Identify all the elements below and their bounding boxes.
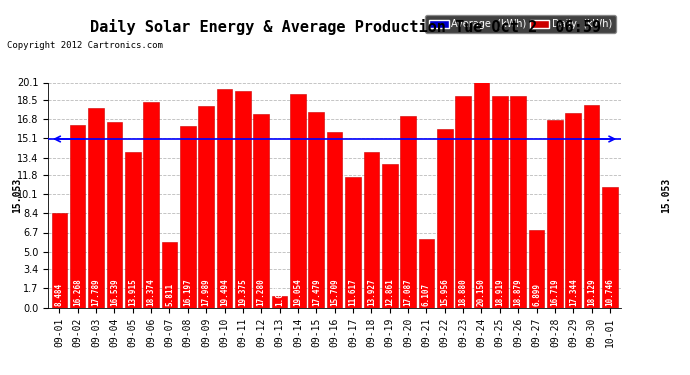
Bar [161, 243, 177, 308]
Text: 17.479: 17.479 [312, 279, 321, 306]
Bar [235, 91, 250, 308]
Bar [364, 152, 380, 308]
Bar [529, 230, 544, 308]
Text: 15.709: 15.709 [330, 279, 339, 306]
Bar [455, 96, 471, 308]
Text: 6.107: 6.107 [422, 283, 431, 306]
Bar [253, 114, 269, 308]
Text: 1.013: 1.013 [275, 283, 284, 306]
Bar [345, 177, 361, 308]
Text: 20.150: 20.150 [477, 279, 486, 306]
Text: 15.053: 15.053 [661, 177, 671, 213]
Bar [180, 126, 195, 308]
Bar [584, 105, 600, 308]
Text: 16.719: 16.719 [551, 279, 560, 306]
Text: 17.280: 17.280 [257, 279, 266, 306]
Bar [198, 106, 214, 307]
Text: 15.956: 15.956 [440, 279, 449, 306]
Text: 19.494: 19.494 [220, 279, 229, 306]
Bar [52, 213, 67, 308]
Text: Daily Solar Energy & Average Production Tue Oct 2  06:59: Daily Solar Energy & Average Production … [90, 19, 600, 35]
Text: 5.811: 5.811 [165, 283, 174, 306]
Text: 13.927: 13.927 [367, 279, 376, 306]
Bar [290, 94, 306, 308]
Bar [547, 120, 563, 308]
Legend: Average  (kWh), Daily  (kWh): Average (kWh), Daily (kWh) [425, 15, 616, 33]
Text: 18.880: 18.880 [459, 279, 468, 306]
Bar [382, 164, 397, 308]
Bar [70, 125, 86, 308]
Text: 17.344: 17.344 [569, 279, 578, 306]
Bar [419, 239, 434, 308]
Text: 18.374: 18.374 [146, 279, 155, 306]
Text: 18.919: 18.919 [495, 279, 504, 306]
Text: 11.617: 11.617 [348, 279, 357, 306]
Text: 16.539: 16.539 [110, 279, 119, 306]
Bar [474, 82, 489, 308]
Text: 8.484: 8.484 [55, 283, 63, 306]
Text: 18.879: 18.879 [514, 279, 523, 306]
Text: 13.915: 13.915 [128, 279, 137, 306]
Text: 16.268: 16.268 [73, 279, 82, 306]
Text: 17.989: 17.989 [201, 279, 210, 306]
Bar [511, 96, 526, 308]
Text: 16.197: 16.197 [184, 279, 193, 306]
Bar [144, 102, 159, 308]
Bar [492, 96, 508, 308]
Text: 19.375: 19.375 [238, 279, 248, 306]
Bar [125, 152, 141, 308]
Text: 17.087: 17.087 [404, 279, 413, 306]
Bar [106, 122, 122, 308]
Text: 17.789: 17.789 [92, 279, 101, 306]
Bar [88, 108, 104, 307]
Bar [602, 187, 618, 308]
Bar [217, 89, 233, 308]
Text: Copyright 2012 Cartronics.com: Copyright 2012 Cartronics.com [7, 41, 163, 50]
Text: 18.129: 18.129 [587, 279, 596, 306]
Bar [272, 296, 287, 307]
Text: 10.746: 10.746 [606, 279, 615, 306]
Bar [327, 132, 342, 308]
Text: 12.861: 12.861 [385, 279, 394, 306]
Text: 19.054: 19.054 [293, 279, 302, 306]
Text: 15.053: 15.053 [12, 177, 22, 213]
Bar [566, 113, 581, 308]
Bar [308, 112, 324, 308]
Bar [437, 129, 453, 308]
Text: 6.899: 6.899 [532, 283, 541, 306]
Bar [400, 116, 416, 308]
